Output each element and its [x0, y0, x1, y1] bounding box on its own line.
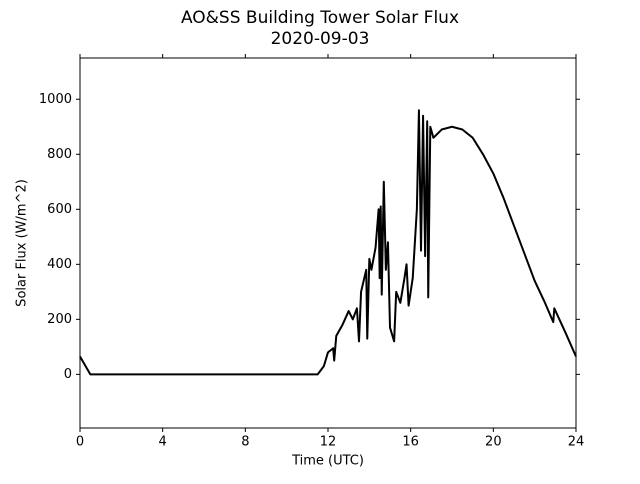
y-tick-label: 800	[47, 147, 72, 162]
x-axis-label: Time (UTC)	[291, 454, 364, 469]
x-tick-label: 24	[568, 435, 585, 450]
x-tick-label: 8	[241, 435, 249, 450]
y-tick-label: 600	[47, 202, 72, 217]
chart-title: AO&SS Building Tower Solar Flux	[181, 8, 459, 28]
x-tick-label: 16	[402, 435, 419, 450]
data-line	[79, 109, 577, 376]
x-tick-label: 20	[485, 435, 502, 450]
y-tick-label: 0	[64, 367, 72, 382]
y-axis-label: Solar Flux (W/m^2)	[15, 179, 30, 307]
y-tick-label: 400	[47, 257, 72, 272]
y-tick-label: 200	[47, 312, 72, 327]
y-tick-label: 1000	[39, 92, 72, 107]
x-tick-label: 12	[320, 435, 337, 450]
chart-subtitle: 2020-09-03	[271, 29, 370, 49]
plot-frame	[79, 57, 577, 429]
x-tick-label: 4	[159, 435, 167, 450]
x-tick-label: 0	[76, 435, 84, 450]
